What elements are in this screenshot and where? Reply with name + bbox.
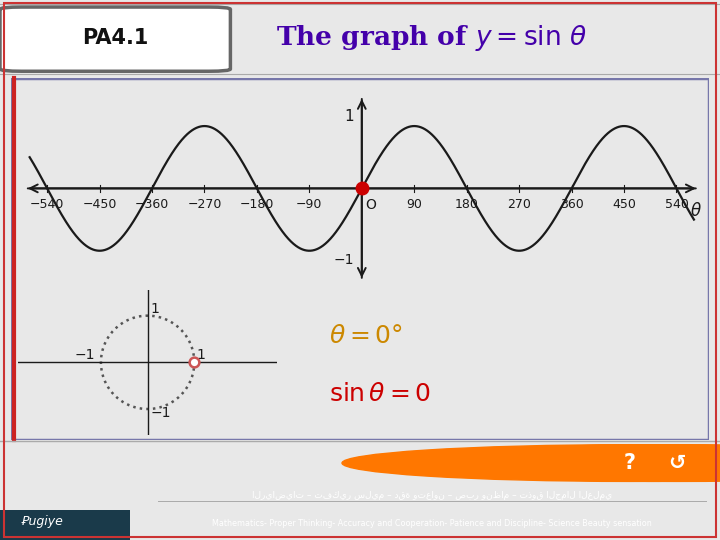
Circle shape <box>342 445 720 482</box>
Text: 90: 90 <box>406 198 422 211</box>
Text: −1: −1 <box>75 348 95 362</box>
Text: 360: 360 <box>559 198 583 211</box>
Text: 540: 540 <box>665 198 688 211</box>
Text: $\theta = 0°$: $\theta = 0°$ <box>329 325 403 348</box>
Text: Ꝑugiye: Ꝑugiye <box>22 515 63 528</box>
Text: Mathematics- Proper Thinking- Accuracy and Cooperation- Patience and Discipline-: Mathematics- Proper Thinking- Accuracy a… <box>212 519 652 528</box>
Text: 450: 450 <box>612 198 636 211</box>
Text: 1: 1 <box>196 348 205 362</box>
Text: PA4.1: PA4.1 <box>82 28 148 48</box>
FancyBboxPatch shape <box>0 7 230 71</box>
Text: O: O <box>365 198 376 212</box>
Text: 1: 1 <box>150 302 159 316</box>
Text: 270: 270 <box>507 198 531 211</box>
Circle shape <box>389 445 720 482</box>
Text: The graph of $y = \sin\,\theta$: The graph of $y = \sin\,\theta$ <box>276 23 588 52</box>
Text: −540: −540 <box>30 198 64 211</box>
Text: ?: ? <box>624 453 636 473</box>
Text: −180: −180 <box>240 198 274 211</box>
Text: 180: 180 <box>455 198 479 211</box>
Text: −90: −90 <box>296 198 323 211</box>
Bar <box>0 510 130 540</box>
Text: ↺: ↺ <box>668 453 685 473</box>
Text: 1: 1 <box>344 109 354 124</box>
Text: −270: −270 <box>187 198 222 211</box>
Text: −360: −360 <box>135 198 169 211</box>
Text: $\theta$: $\theta$ <box>690 202 701 220</box>
Text: الرياضيات – تفكير سليم – دقة وتعاون – صبر ونظام – تذوق الجمال العلمي: الرياضيات – تفكير سليم – دقة وتعاون – صب… <box>252 491 612 500</box>
Text: −1: −1 <box>333 253 354 267</box>
Text: −1: −1 <box>150 407 171 421</box>
Text: $\sin\theta = 0$: $\sin\theta = 0$ <box>329 382 431 406</box>
Text: −450: −450 <box>82 198 117 211</box>
